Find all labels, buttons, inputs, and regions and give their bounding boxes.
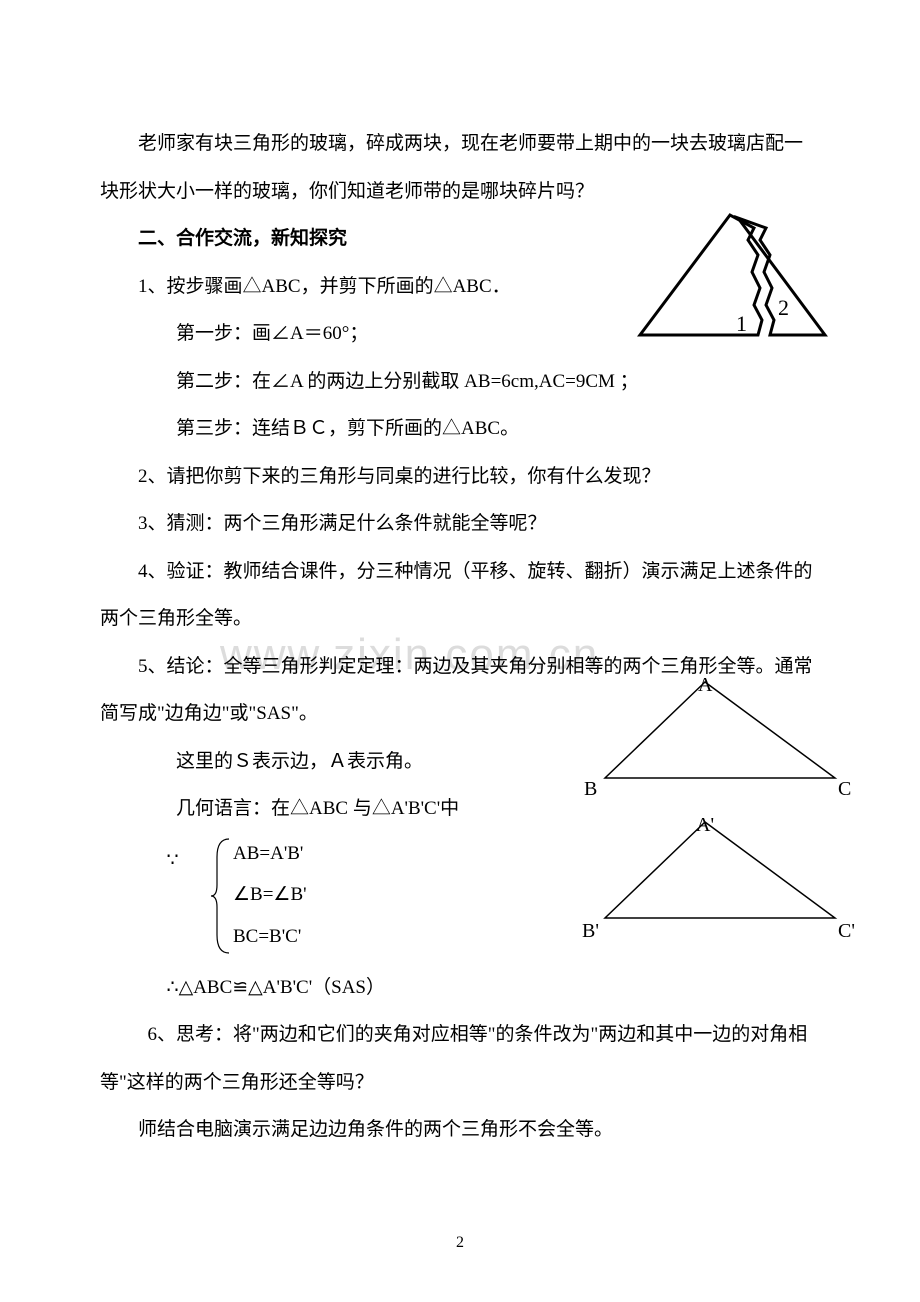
because-symbol: ∵	[167, 837, 179, 885]
vertex-c: C	[838, 764, 851, 814]
step-2: 2、请把你剪下来的三角形与同桌的进行比较，你有什么发现？	[100, 453, 820, 501]
left-brace-icon	[211, 837, 233, 955]
step-1c: 第三步：连结ＢＣ，剪下所画的△ABC。	[100, 405, 820, 453]
fragment-label-1: 1	[736, 296, 747, 351]
vertex-b: B	[584, 764, 597, 814]
page-number: 2	[0, 1234, 920, 1252]
fragment-label-2: 2	[778, 280, 789, 335]
paragraph-intro: 老师家有块三角形的玻璃，碎成两块，现在老师要带上期中的一块去玻璃店配一块形状大小…	[100, 120, 820, 215]
triangle-abc-prime-figure: A' B' C'	[590, 810, 850, 930]
conclusion: 师结合电脑演示满足边边角条件的两个三角形不会全等。	[100, 1106, 820, 1154]
triangle-abc-figure: A B C	[590, 670, 850, 790]
step-3: 3、猜测：两个三角形满足什么条件就能全等呢？	[100, 500, 820, 548]
vertex-b-prime: B'	[582, 906, 599, 956]
step-6: 6、思考：将"两边和它们的夹角对应相等"的条件改为"两边和其中一边的对角相等"这…	[100, 1011, 820, 1106]
step-1b: 第二步：在∠A 的两边上分别截取 AB=6cm,AC=9CM ；	[100, 358, 820, 406]
step-4: 4、验证：教师结合课件，分三种情况（平移、旋转、翻折）演示满足上述条件的两个三角…	[100, 548, 820, 643]
vertex-c-prime: C'	[838, 906, 855, 956]
broken-triangle-figure: 1 2	[630, 210, 830, 340]
vertex-a-prime: A'	[696, 800, 714, 850]
therefore-line: ∴△ABC≌△A'B'C'（SAS）	[100, 964, 820, 1012]
vertex-a: A	[698, 660, 712, 710]
